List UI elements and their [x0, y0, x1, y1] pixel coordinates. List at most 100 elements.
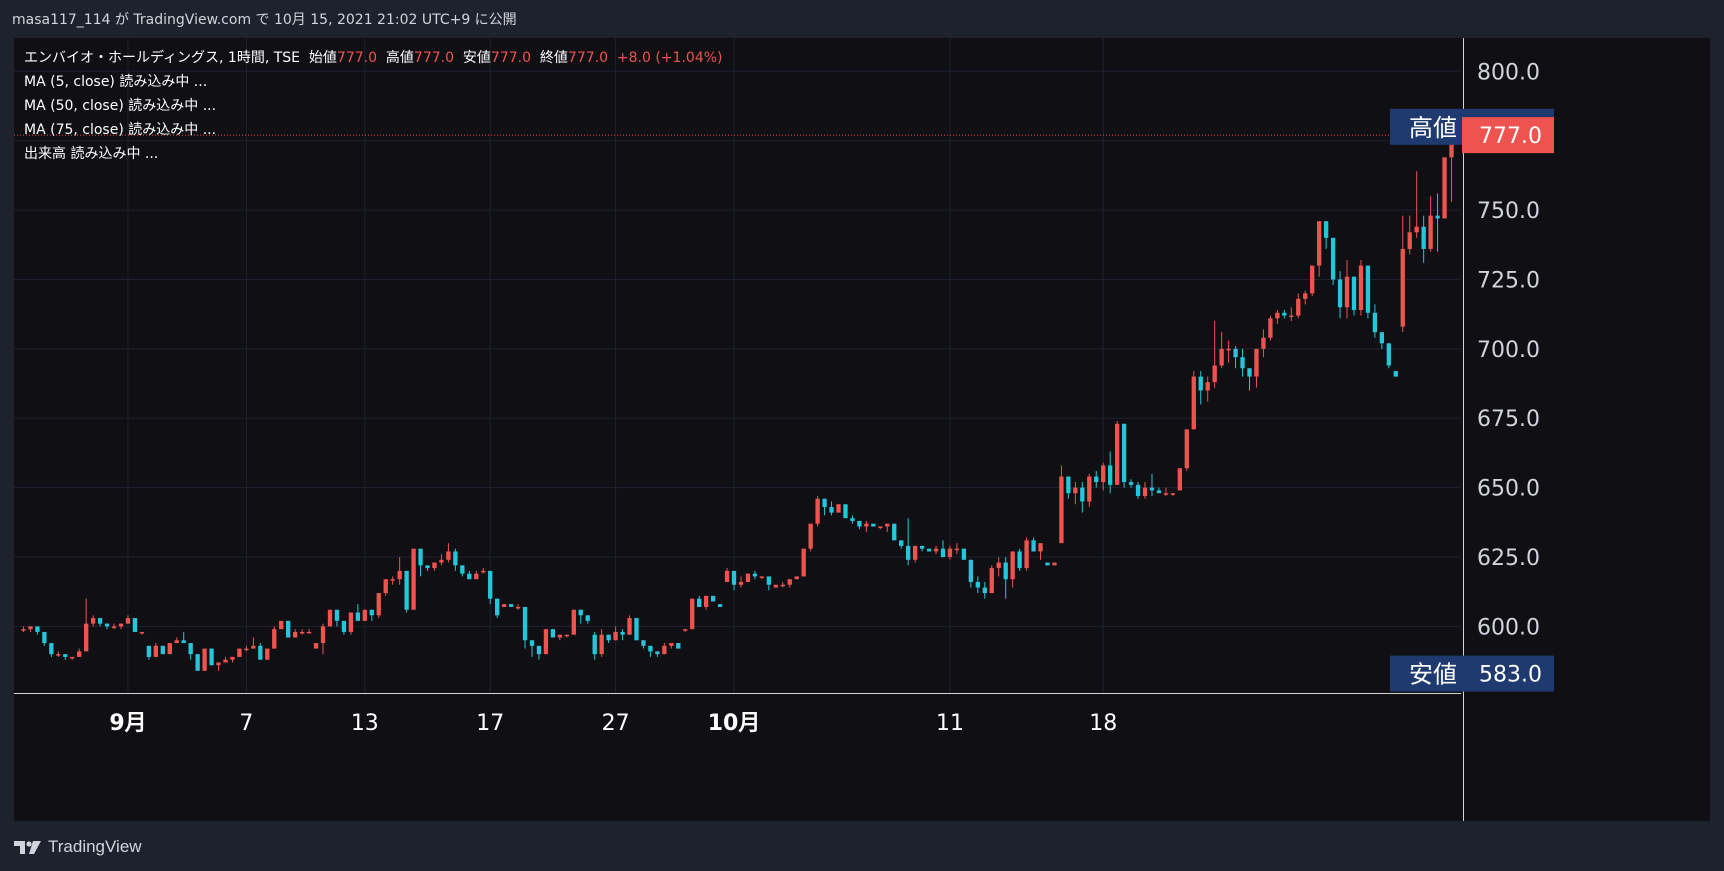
high-value: 777.0 — [413, 50, 455, 66]
x-tick-label: 13 — [351, 711, 379, 736]
y-tick-label: 600.0 — [1477, 615, 1540, 640]
candle-body — [42, 631, 47, 644]
candle-body — [899, 540, 904, 546]
publish-header: masa117_114 が TradingView.com で 10月 15, … — [12, 12, 517, 28]
indicator-volume[interactable]: 出来高 読み込み中 ... — [24, 146, 159, 162]
open-label: 始値 — [308, 50, 337, 66]
candle-body — [982, 587, 987, 594]
candle-body — [1268, 318, 1273, 338]
candle-body — [362, 609, 367, 621]
candle-body — [919, 545, 925, 549]
candle-body — [453, 551, 458, 566]
y-tick-label: 725.0 — [1477, 268, 1540, 293]
candle-body — [954, 548, 960, 551]
candle-body — [306, 631, 312, 634]
candle-body — [1449, 135, 1454, 158]
candle-body — [1121, 423, 1127, 483]
legend-symbol-row: エンバイオ・ホールディングス, 1時間, TSE 始値777.0 高値777.0… — [24, 46, 723, 70]
candle-body — [606, 634, 611, 641]
candle-body — [1073, 487, 1078, 494]
low-price-badge — [1390, 655, 1554, 692]
candle-body — [1421, 226, 1426, 249]
candle-body — [118, 623, 124, 627]
candle-body — [501, 604, 507, 607]
candle-body — [627, 618, 632, 635]
candle-body — [1031, 540, 1036, 552]
candle-body — [850, 518, 855, 521]
candle-body — [1289, 315, 1294, 318]
candle-body — [125, 618, 131, 624]
candle-body — [1386, 343, 1391, 366]
candle-body — [1066, 476, 1071, 494]
candle-body — [376, 593, 381, 616]
candle-body — [578, 609, 583, 616]
candle-body — [181, 640, 186, 644]
candle-body — [912, 545, 918, 560]
candle-body — [1310, 265, 1315, 294]
candle-body — [557, 634, 563, 638]
candle-body — [1344, 276, 1350, 308]
candle-body — [49, 643, 54, 655]
candle-body — [1393, 371, 1398, 377]
candle-body — [1372, 312, 1378, 333]
candlestick-chart[interactable]: 800.0775.0750.0725.0700.0675.0650.0625.0… — [14, 38, 1710, 821]
candle-body — [641, 640, 646, 646]
indicator-ma5[interactable]: MA (5, close) 読み込み中 ... — [24, 74, 208, 90]
candle-body — [167, 643, 172, 655]
candle-body — [843, 504, 848, 519]
candle-body — [188, 643, 193, 655]
candle-body — [1212, 365, 1217, 383]
candle-body — [745, 573, 751, 582]
candle-body — [1254, 348, 1259, 377]
indicator-ma50[interactable]: MA (50, close) 読み込み中 ... — [24, 98, 217, 114]
tradingview-logo-icon — [14, 841, 41, 854]
candle-body — [355, 612, 361, 621]
chart-area[interactable]: 800.0775.0750.0725.0700.0675.0650.0625.0… — [14, 38, 1710, 821]
indicator-ma75[interactable]: MA (75, close) 読み込み中 ... — [24, 122, 217, 138]
candle-body — [1442, 157, 1447, 219]
candle-body — [1010, 551, 1015, 580]
candle-body — [272, 629, 277, 649]
candle-body — [56, 654, 61, 656]
candle-body — [202, 648, 207, 671]
candle-body — [153, 645, 158, 657]
candle-body — [780, 584, 785, 587]
candle-body — [1337, 279, 1343, 308]
candle-body — [975, 581, 980, 588]
symbol-info[interactable]: エンバイオ・ホールディングス, 1時間, TSE — [24, 50, 301, 66]
y-tick-label: 650.0 — [1477, 477, 1540, 502]
candle-body — [390, 579, 395, 581]
y-tick-label: 700.0 — [1477, 338, 1540, 363]
candle-body — [794, 576, 799, 580]
candle-body — [1101, 465, 1106, 483]
candle-body — [1205, 382, 1210, 391]
candle-body — [1184, 429, 1189, 469]
candle-body — [1080, 487, 1085, 502]
candle-body — [348, 612, 354, 632]
candle-body — [766, 576, 772, 585]
candle-body — [418, 548, 423, 566]
footer-brand[interactable]: TradingView — [14, 832, 142, 862]
candle-body — [676, 643, 681, 649]
candle-body — [1052, 562, 1057, 566]
candle-body — [1177, 468, 1183, 491]
candle-body — [209, 648, 214, 666]
candle-body — [543, 629, 549, 655]
candle-body — [669, 643, 674, 646]
candle-body — [460, 565, 465, 574]
candle-body — [961, 548, 967, 560]
candle-body — [1198, 376, 1203, 391]
candle-body — [1156, 490, 1162, 494]
candle-body — [1170, 493, 1176, 495]
close-label: 終値 — [539, 50, 568, 66]
high-price-badge-label: 高値 — [1409, 114, 1457, 142]
low-price-badge-value: 583.0 — [1479, 663, 1542, 688]
candle-body — [446, 551, 451, 560]
candle-body — [690, 598, 695, 630]
candle-body — [717, 604, 723, 607]
candle-body — [474, 573, 479, 580]
low-value: 777.0 — [490, 50, 532, 66]
candle-body — [926, 548, 932, 552]
candle-body — [683, 629, 688, 631]
candle-body — [703, 595, 709, 607]
